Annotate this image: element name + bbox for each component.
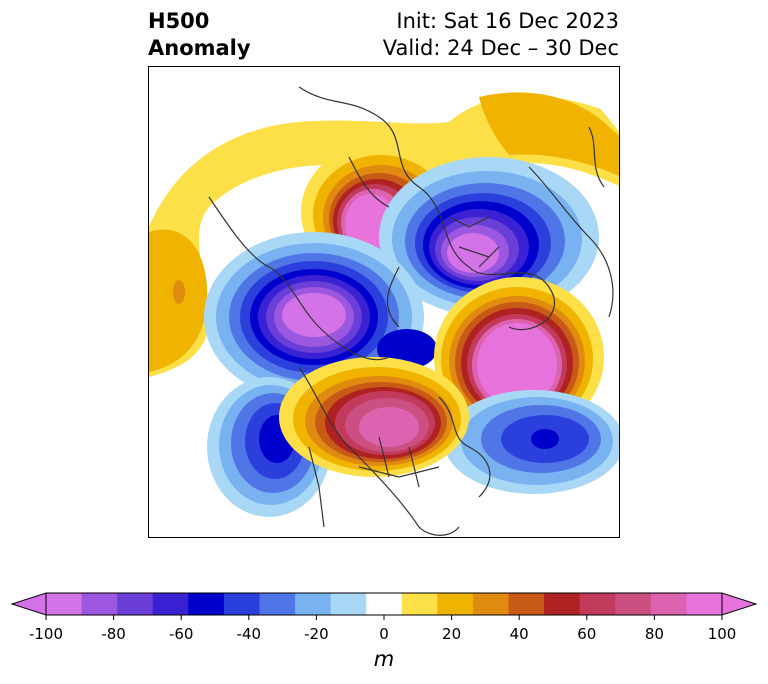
colorbar-swatch	[295, 593, 332, 615]
colorbar-tick-label: 40	[509, 625, 529, 643]
colorbar-swatch	[508, 593, 545, 615]
colorbar-tick-label: -60	[168, 625, 194, 643]
colorbar-swatch	[579, 593, 616, 615]
anomaly-pos-atlantic-8	[477, 323, 557, 407]
colorbar-swatch	[472, 593, 510, 615]
colorbar-tick-label: 0	[379, 625, 389, 643]
title-right: Init: Sat 16 Dec 2023 Valid: 24 Dec – 30…	[383, 8, 619, 62]
colorbar-swatch	[223, 593, 260, 615]
title-field: Anomaly	[148, 36, 251, 60]
anomaly-map	[148, 66, 620, 538]
coastlines	[208, 86, 614, 536]
colorbar-swatch	[46, 593, 83, 615]
colorbar-extend-max	[721, 592, 758, 616]
colorbar-swatch	[544, 593, 581, 615]
colorbar-swatch	[259, 593, 296, 615]
colorbar-swatch	[188, 593, 225, 615]
colorbar-tick-label: 20	[442, 625, 462, 643]
valid-period: Valid: 24 Dec – 30 Dec	[382, 36, 619, 60]
colorbar-swatch	[81, 593, 118, 615]
colorbar-tick-label: 60	[577, 625, 597, 643]
colorbar-tick-label: -80	[101, 625, 126, 643]
colorbar-unit: m	[373, 647, 395, 671]
anomaly-ring-pos-outer	[149, 95, 619, 377]
colorbar-swatch	[401, 593, 438, 615]
colorbar-extend-min	[10, 592, 47, 616]
colorbar-tick-label: -20	[304, 625, 329, 643]
colorbar-swatch	[686, 593, 723, 615]
colorbar-swatch	[117, 593, 154, 615]
colorbar-swatch	[152, 593, 189, 615]
title-variable: H500	[148, 9, 210, 33]
anomaly-ring-pos-ne	[479, 92, 619, 177]
colorbar-swatch	[437, 593, 474, 615]
init-time: Init: Sat 16 Dec 2023	[396, 9, 619, 33]
colorbar-tick-label: -100	[28, 625, 64, 643]
anomaly-neg-europe-9	[447, 233, 499, 273]
title-left: H500 Anomaly	[148, 8, 251, 62]
colorbar-swatch	[366, 593, 403, 615]
anomaly-neg-natlantic-5	[531, 429, 559, 449]
anomaly-neg-asia-9	[282, 293, 346, 337]
anomaly-max-west	[173, 280, 185, 304]
colorbar-swatch	[650, 593, 687, 615]
colorbar: -100 -80 -60 -40 -20 0 20 40 60 80 100 m	[0, 585, 768, 684]
colorbar-svg	[10, 592, 758, 620]
colorbar-swatch	[330, 593, 367, 615]
colorbar-tick-label: 100	[707, 625, 737, 643]
colorbar-tick-label: -40	[236, 625, 262, 643]
colorbar-swatch	[615, 593, 652, 615]
colorbar-tick-label: 80	[644, 625, 664, 643]
anomaly-map-svg	[149, 86, 619, 536]
anomaly-pos-namerica-8	[359, 407, 419, 447]
